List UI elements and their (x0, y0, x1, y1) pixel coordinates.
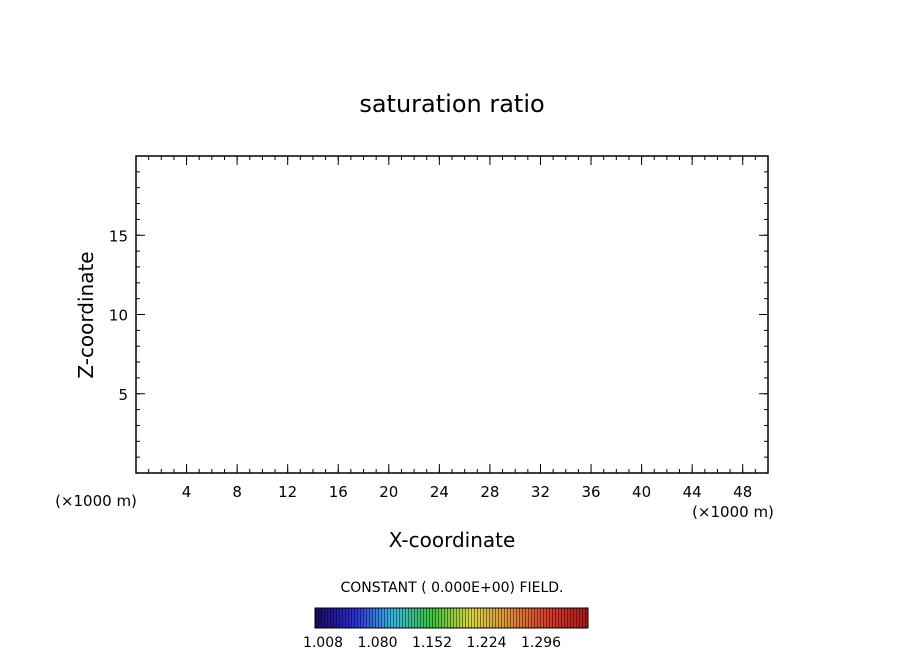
x-tick-label: 36 (581, 483, 600, 501)
chart-title: saturation ratio (359, 90, 544, 118)
x-tick-label: 28 (480, 483, 499, 501)
colorbar-label: 1.224 (466, 635, 506, 651)
x-tick-label: 16 (329, 483, 348, 501)
axis-ticks (136, 156, 768, 473)
colorbar-label: 1.008 (303, 635, 343, 651)
plot-frame (135, 155, 769, 474)
field-note: CONSTANT ( 0.000E+00) FIELD. (340, 580, 563, 596)
x-tick-label: 12 (278, 483, 297, 501)
y-tick-label: 10 (109, 307, 128, 325)
x-tick-label: 20 (379, 483, 398, 501)
x-tick-label: 44 (683, 483, 702, 501)
x-tick-label: 4 (182, 483, 192, 501)
colorbar-label: 1.080 (357, 635, 397, 651)
colorbar-label: 1.296 (521, 635, 561, 651)
x-tick-labels: 4 8 12 16 20 24 28 32 36 40 44 48 (182, 483, 752, 501)
x-tick-label: 32 (531, 483, 550, 501)
colorbar-stripes (315, 608, 588, 628)
y-axis-label: Z-coordinate (74, 251, 98, 378)
x-tick-label: 40 (632, 483, 651, 501)
y-tick-label: 15 (109, 227, 128, 245)
colorbar-label: 1.152 (412, 635, 452, 651)
colorbar-labels: 1.008 1.080 1.152 1.224 1.296 (303, 635, 561, 651)
x-units-right: (×1000 m) (692, 503, 774, 521)
x-tick-label: 24 (430, 483, 449, 501)
y-tick-label: 5 (118, 386, 128, 404)
y-tick-labels: 5 10 15 (109, 227, 128, 404)
x-tick-label: 8 (232, 483, 242, 501)
x-tick-label: 48 (733, 483, 752, 501)
x-axis-label: X-coordinate (389, 528, 516, 552)
x-units-left: (×1000 m) (55, 492, 137, 510)
